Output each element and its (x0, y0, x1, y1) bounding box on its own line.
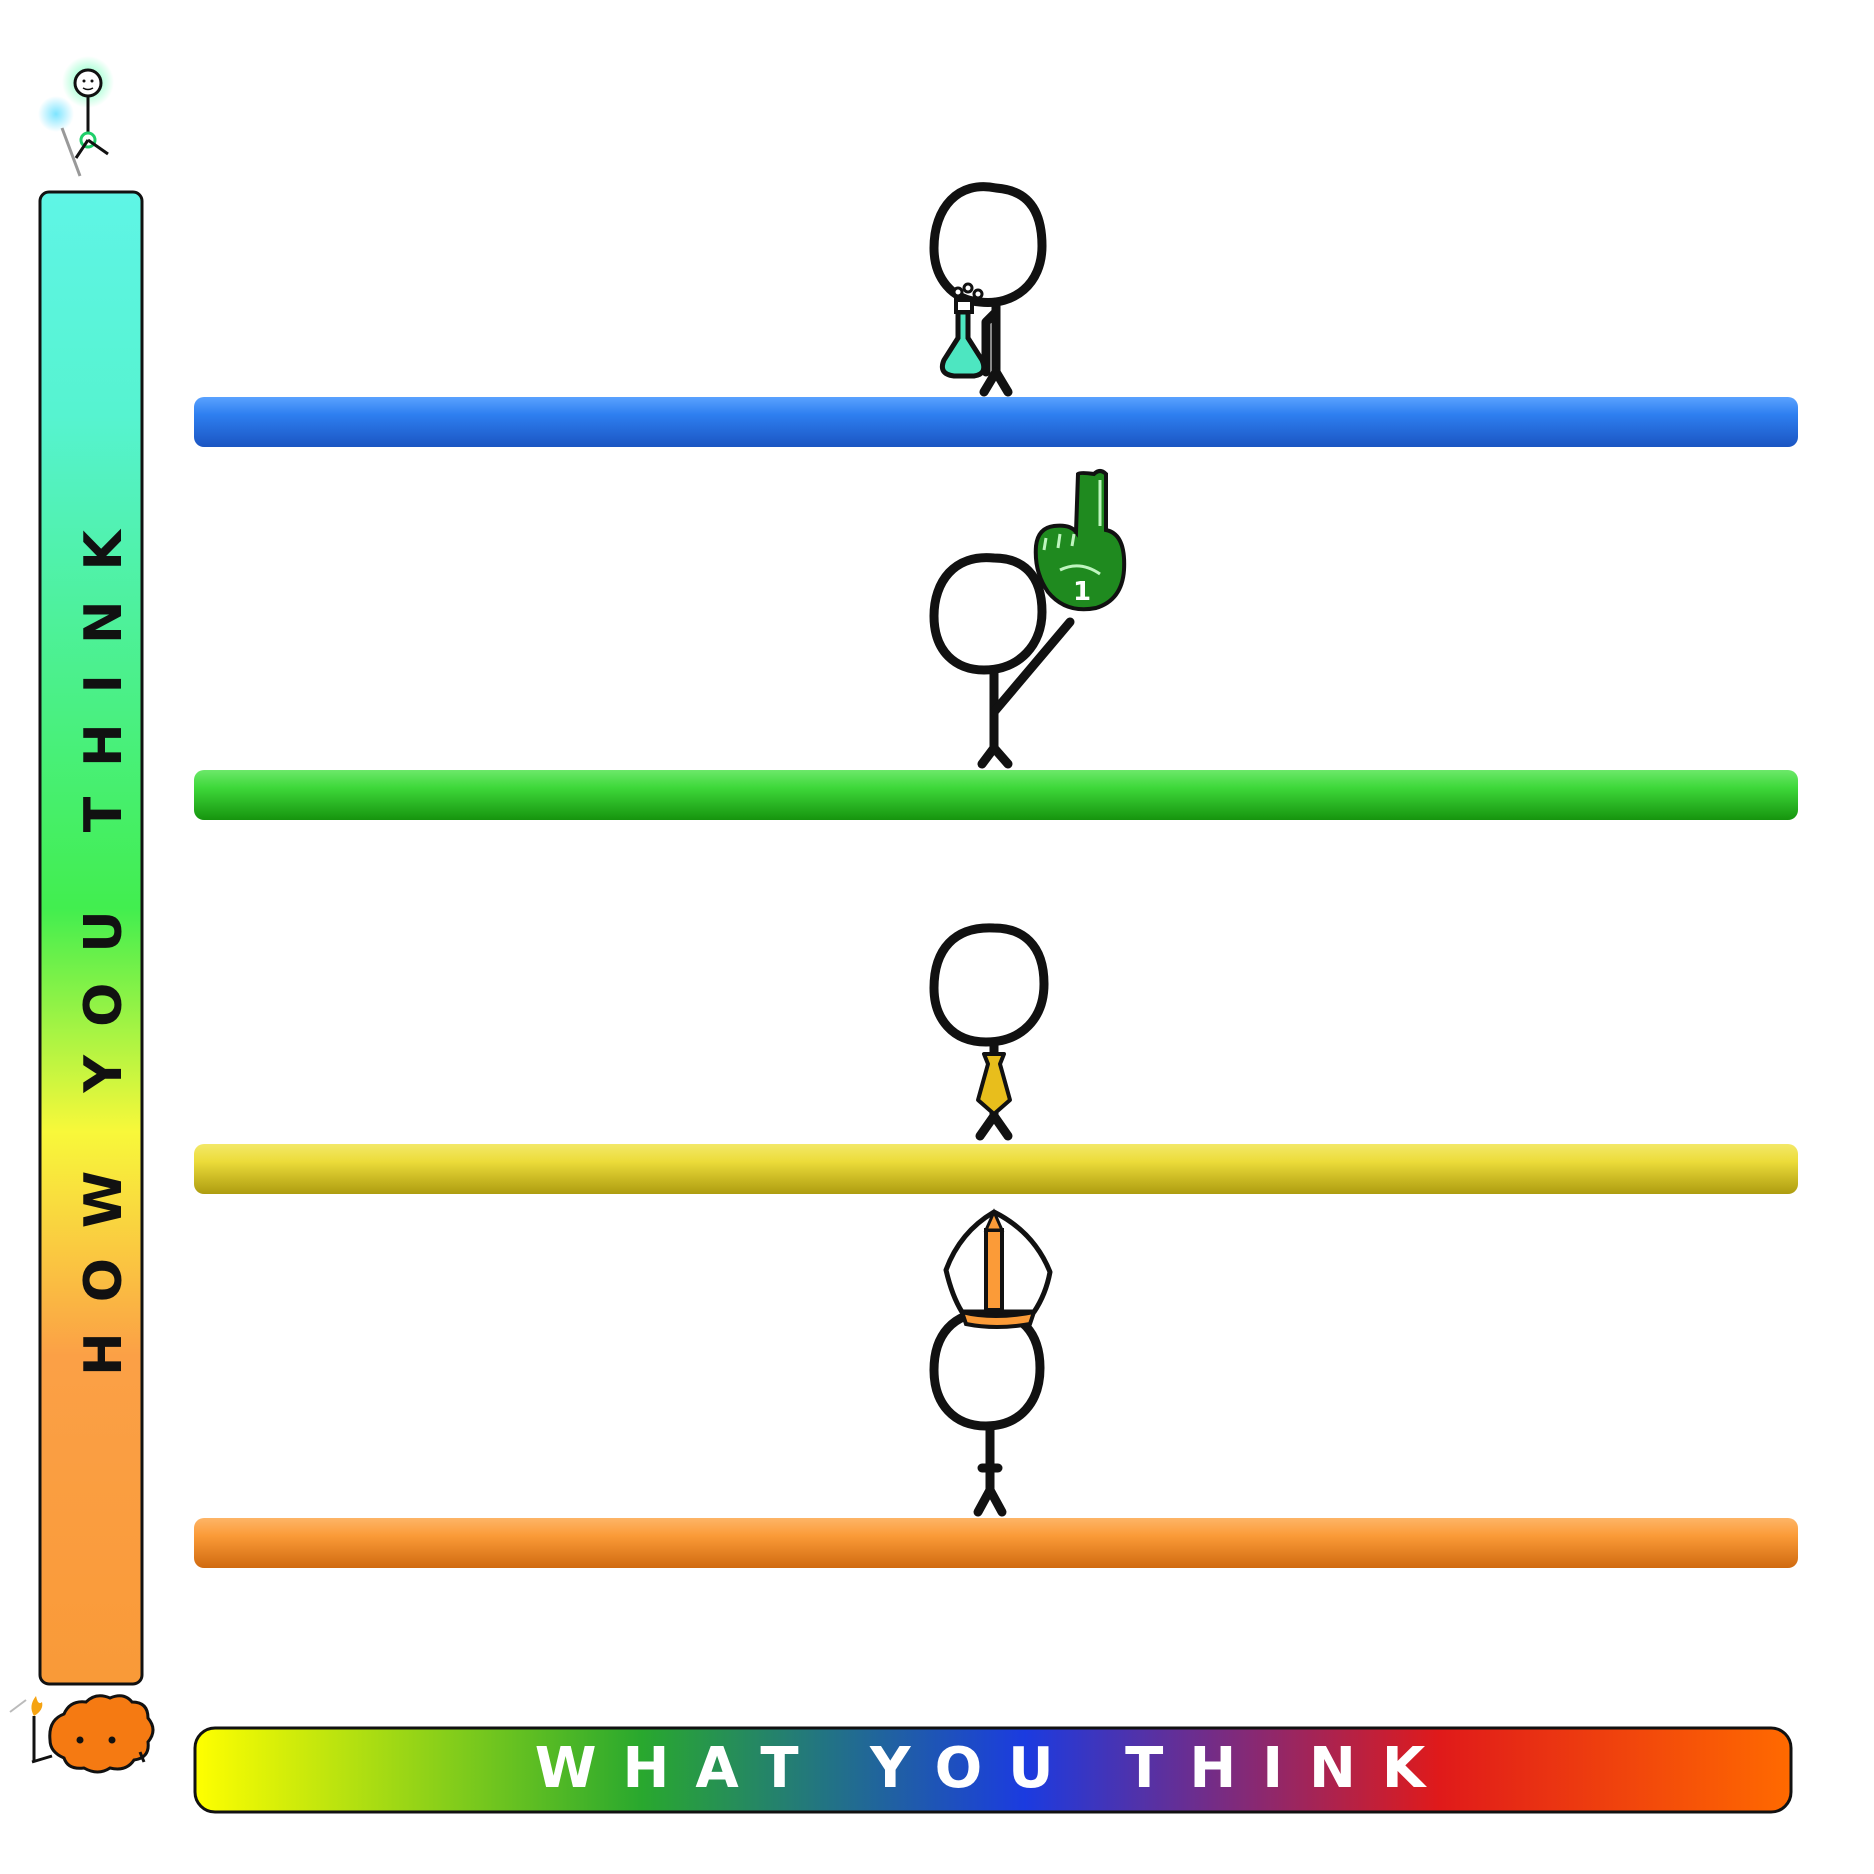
vertical-axis: HOW YOU THINK (38, 190, 144, 1686)
horizontal-axis: WHAT YOU THINK (193, 1726, 1793, 1814)
level-scientist (194, 182, 1798, 447)
mitre-icon (943, 1208, 1053, 1329)
foam-finger-number: 1 (1073, 577, 1091, 607)
necktie-icon (976, 1052, 1012, 1116)
level-sports-fan: 1 (194, 469, 1798, 820)
flask-icon (939, 282, 987, 379)
green-level-bar (194, 770, 1798, 820)
sports-fan-stick-figure (929, 553, 1075, 769)
scientist-stick-figure (929, 182, 1047, 397)
orange-blob-creature-icon (9, 1694, 155, 1774)
level-business-person (194, 923, 1798, 1194)
foam-finger-icon: 1 (1033, 469, 1127, 612)
blue-level-bar (194, 397, 1798, 447)
clergy-stick-figure (929, 1307, 1045, 1517)
vertical-axis-label: HOW YOU THINK (74, 500, 134, 1376)
yellow-level-bar (194, 1144, 1798, 1194)
orange-level-bar (194, 1518, 1798, 1568)
level-clergy (194, 1208, 1798, 1568)
horizontal-axis-label: WHAT YOU THINK (535, 1736, 1452, 1801)
glowing-stick-figure-icon (38, 56, 114, 177)
